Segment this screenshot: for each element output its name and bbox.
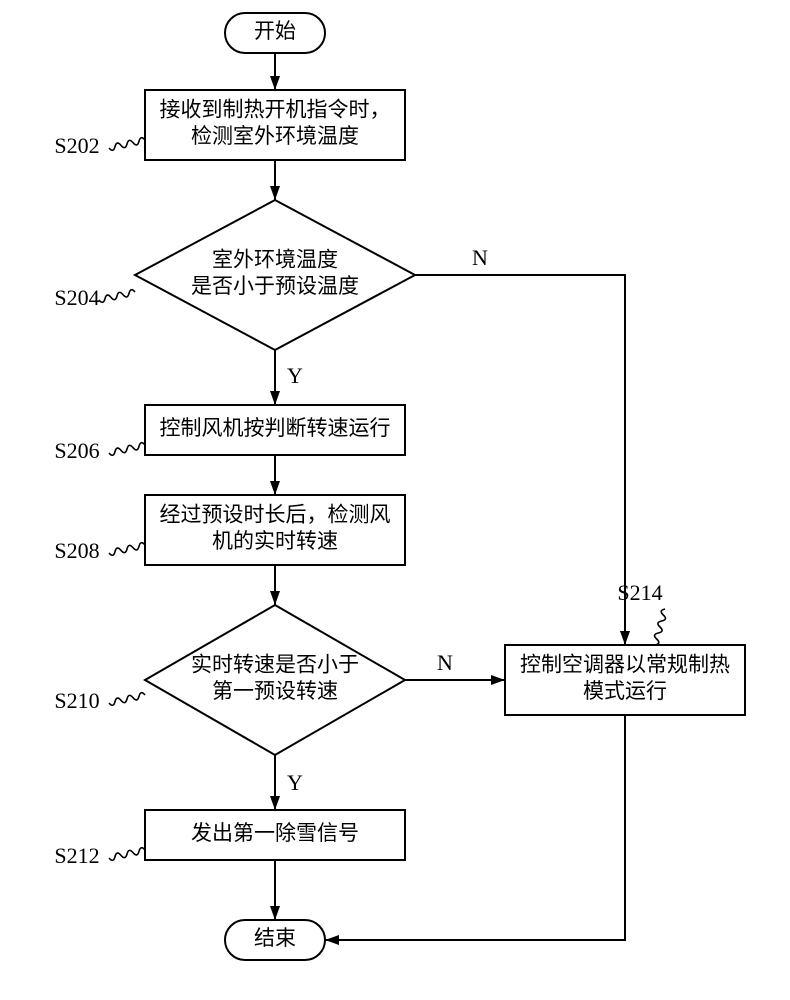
step-tick-s214 (655, 609, 666, 645)
edge-s204-s214 (415, 275, 625, 645)
node-s206-text-0: 控制风机按判断转速运行 (160, 416, 391, 440)
step-label-s210: S210 (54, 688, 99, 713)
node-s208-text-0: 经过预设时长后，检测风 (160, 503, 391, 527)
step-tick-s212 (109, 848, 145, 861)
edge-label-s210-s214: N (437, 650, 453, 675)
step-tick-s208 (109, 543, 145, 556)
node-s208-text-1: 机的实时转速 (212, 529, 338, 553)
node-s204-text-1: 是否小于预设温度 (191, 274, 359, 298)
node-end-text-0: 结束 (254, 926, 296, 950)
nodes-layer: 开始接收到制热开机指令时，检测室外环境温度室外环境温度是否小于预设温度控制风机按… (135, 13, 745, 960)
node-s210-text-0: 实时转速是否小于 (191, 653, 359, 677)
node-end: 结束 (225, 920, 325, 960)
node-s208: 经过预设时长后，检测风机的实时转速 (145, 495, 405, 565)
step-label-s208: S208 (54, 538, 99, 563)
node-s204: 室外环境温度是否小于预设温度 (135, 200, 415, 350)
edge-label-s204-s214: N (472, 245, 488, 270)
node-s210-text-1: 第一预设转速 (212, 679, 338, 703)
node-s212: 发出第一除雪信号 (145, 810, 405, 860)
node-s214: 控制空调器以常规制热模式运行 (505, 645, 745, 715)
step-tick-s204 (99, 290, 135, 303)
node-s210: 实时转速是否小于第一预设转速 (145, 605, 405, 755)
step-tick-s202 (109, 138, 145, 151)
node-s214-text-1: 模式运行 (583, 679, 667, 703)
step-label-s212: S212 (54, 843, 99, 868)
step-label-s204: S204 (54, 285, 99, 310)
node-s212-text-0: 发出第一除雪信号 (191, 821, 359, 845)
step-label-s202: S202 (54, 133, 99, 158)
edge-label-s210-s212: Y (287, 770, 303, 795)
edge-label-s204-s206: Y (287, 363, 303, 388)
node-s206: 控制风机按判断转速运行 (145, 405, 405, 455)
node-s214-text-0: 控制空调器以常规制热 (520, 653, 730, 677)
node-s204-text-0: 室外环境温度 (212, 248, 338, 272)
step-tick-s210 (109, 693, 145, 706)
node-s202-text-1: 检测室外环境温度 (191, 124, 359, 148)
step-label-s206: S206 (54, 438, 99, 463)
node-s202-text-0: 接收到制热开机指令时， (160, 98, 391, 122)
node-start: 开始 (225, 13, 325, 53)
step-tick-s206 (109, 443, 145, 456)
step-label-s214: S214 (617, 580, 662, 605)
node-start-text-0: 开始 (254, 19, 296, 43)
node-s202: 接收到制热开机指令时，检测室外环境温度 (145, 90, 405, 160)
